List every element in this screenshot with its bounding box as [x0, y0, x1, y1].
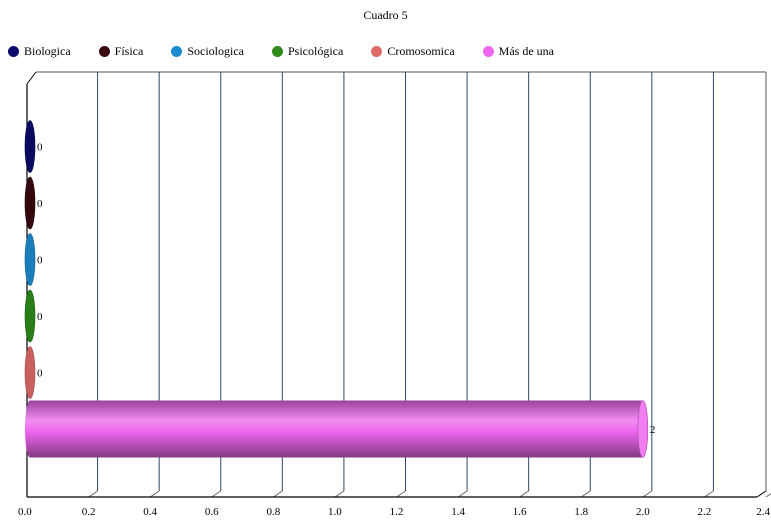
x-tick-label: 1.4 — [451, 506, 465, 518]
bar-end-cap — [24, 346, 36, 399]
x-tick-label: 1.8 — [574, 506, 588, 518]
data-label: 2 — [650, 424, 656, 436]
legend-item: Biologica — [8, 44, 71, 59]
bar — [24, 289, 36, 343]
legend-swatch — [482, 45, 494, 57]
data-label: 0 — [37, 142, 43, 154]
bar — [24, 233, 36, 286]
x-tick-label: 0.2 — [82, 506, 96, 518]
floor-gridline — [149, 490, 160, 498]
legend-swatch — [371, 45, 383, 57]
data-label: 0 — [37, 311, 43, 323]
floor-gridline — [211, 490, 222, 498]
data-label: 0 — [37, 368, 43, 380]
x-tick-label: 2.4 — [756, 506, 770, 518]
x-tick-label: 0.8 — [266, 506, 280, 518]
legend-item: Sociologica — [171, 44, 244, 59]
x-tick-label: 0.0 — [18, 506, 32, 518]
legend-swatch — [8, 45, 19, 57]
bar-end-cap — [24, 289, 36, 343]
bar-start-cap — [25, 400, 35, 458]
bar-end-cap — [24, 120, 36, 173]
floor-gridline — [580, 490, 591, 498]
bar-body — [30, 400, 643, 458]
floor-gridline — [334, 490, 345, 498]
floor-gridline — [396, 490, 406, 498]
legend-label: Psicológica — [288, 43, 344, 58]
legend-label: Cromosomica — [387, 43, 455, 58]
legend-item: Física — [98, 43, 144, 59]
legend-label: Más de una — [498, 43, 554, 58]
legend-swatch — [272, 45, 283, 57]
bar-end-cap — [24, 233, 36, 286]
axis-corner — [26, 71, 37, 85]
legend-item: Cromosomica — [371, 43, 455, 59]
floor-gridline — [704, 490, 714, 498]
bar — [24, 346, 36, 399]
legend: Biologica Física Sociologica Psicológica Cro… — [8, 43, 582, 59]
floor-gridline — [642, 490, 653, 498]
x-tick-label: 0.4 — [143, 506, 157, 518]
data-label: 0 — [37, 198, 43, 210]
legend-label: Sociologica — [187, 43, 244, 58]
legend-label: Física — [114, 43, 144, 58]
legend-label: Biologica — [24, 43, 71, 58]
floor-gridline — [765, 493, 771, 498]
x-tick-label: 2.0 — [636, 506, 650, 518]
floor-gridline — [273, 490, 283, 498]
x-tick-label: 0.6 — [205, 506, 219, 518]
bar — [24, 176, 36, 230]
bar-end-cap — [637, 400, 649, 458]
x-tick-label: 2.2 — [698, 506, 712, 518]
floor-gridline — [519, 490, 529, 498]
legend-item: Más de una — [482, 43, 554, 59]
bar-end-cap — [24, 176, 36, 230]
bar — [25, 400, 649, 458]
floor-gridline — [88, 490, 98, 498]
floor-gridline — [457, 490, 468, 498]
legend-item: Psicológica — [272, 44, 343, 59]
chart-title: Cuadro 5 — [363, 8, 408, 22]
x-tick-label: 1.6 — [513, 506, 527, 518]
x-axis-depth — [756, 490, 767, 498]
x-tick-label: 1.0 — [328, 506, 342, 518]
legend-swatch — [171, 45, 183, 57]
legend-swatch — [98, 45, 110, 57]
data-label: 0 — [37, 255, 43, 267]
x-tick-label: 1.2 — [390, 506, 404, 518]
bar — [24, 120, 36, 173]
